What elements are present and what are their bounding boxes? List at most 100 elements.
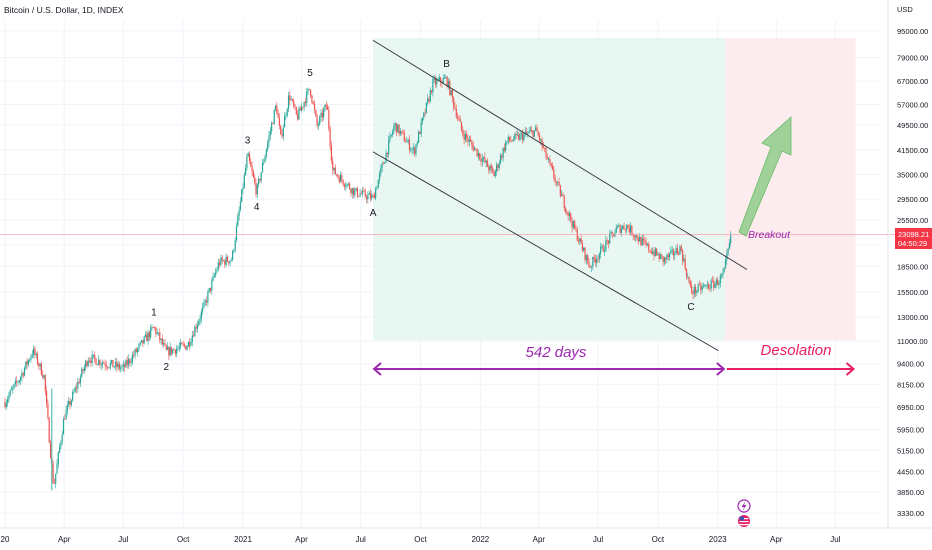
candle-body	[705, 284, 707, 286]
candle-body	[144, 334, 147, 337]
candle-body	[204, 300, 206, 302]
candle-body	[303, 101, 305, 108]
candle-body	[429, 90, 431, 102]
candle-body	[230, 259, 232, 261]
x-tick-label: 2022	[471, 535, 489, 544]
candle-body	[616, 225, 619, 228]
candle-body	[181, 342, 183, 344]
candle-body	[264, 155, 266, 162]
candle-body	[399, 131, 401, 134]
candle-body	[336, 174, 338, 176]
y-tick-label: 5150.00	[897, 446, 924, 455]
candle-body	[302, 106, 304, 108]
candle-body	[442, 78, 444, 84]
candle-body	[369, 193, 372, 199]
candle-body	[103, 362, 105, 364]
candle-body	[53, 482, 56, 484]
candle-body	[606, 240, 608, 242]
candle-body	[421, 117, 424, 122]
x-tick-label: Oct	[177, 535, 190, 544]
candle-body	[722, 272, 724, 276]
candle-body	[169, 347, 171, 356]
candle-body	[66, 405, 69, 411]
candle-body	[263, 161, 265, 164]
candle-body	[492, 168, 494, 172]
x-axis[interactable]: 20 Apr Jul Oct 2021 Apr Jul Oct 2022 Apr Jul Oct 202…	[0, 527, 932, 544]
candle-body	[21, 373, 23, 378]
us-flag-icon[interactable]	[738, 515, 750, 527]
candle-body	[107, 366, 109, 368]
candle-body	[339, 175, 342, 182]
candle-body	[672, 249, 675, 256]
candle-body	[659, 254, 662, 260]
candle-body	[631, 225, 633, 235]
candle-body	[598, 253, 600, 259]
candle-body	[346, 183, 348, 187]
candle-body	[640, 236, 642, 246]
candle-body	[289, 95, 291, 101]
candle-body	[666, 254, 668, 260]
candle-body	[267, 142, 269, 150]
candle-body	[135, 349, 137, 352]
candle-body	[215, 271, 217, 276]
candle-body	[73, 391, 75, 393]
candle-body	[688, 276, 690, 283]
candle-body	[411, 148, 413, 150]
candle-body	[506, 140, 508, 143]
lightning-icon[interactable]	[737, 499, 751, 513]
candle-body	[231, 251, 234, 260]
candle-body	[558, 181, 560, 186]
y-axis[interactable]: 3330.00 3850.00 4450.00 5150.00 5950.00 6950.…	[887, 0, 928, 528]
candle-body	[727, 248, 729, 254]
candle-body	[101, 362, 104, 365]
candle-body	[536, 127, 538, 132]
candle-body	[502, 147, 504, 158]
candle-body	[475, 148, 477, 150]
candle-body	[7, 399, 9, 403]
candle-body	[391, 131, 394, 135]
candle-body	[109, 363, 111, 368]
candle-body	[61, 434, 63, 442]
candle-body	[250, 160, 252, 167]
candle-body	[603, 250, 606, 252]
candle-body	[385, 152, 387, 163]
candle-body	[237, 216, 239, 227]
candle-body	[40, 363, 43, 375]
candle-body	[721, 275, 723, 277]
candle-body	[179, 342, 182, 347]
candle-body	[468, 139, 470, 142]
candle-body	[467, 137, 469, 142]
candle-body	[544, 147, 546, 149]
candle-body	[593, 257, 595, 260]
candle-body	[714, 283, 716, 288]
candle-body	[584, 247, 586, 261]
channel-time-zone	[373, 38, 725, 340]
candle-body	[394, 123, 396, 127]
candle-body	[217, 262, 219, 270]
candle-body	[329, 128, 331, 146]
candle-body	[485, 160, 487, 163]
candle-body	[156, 332, 158, 334]
candle-body	[403, 132, 405, 142]
candle-body	[295, 107, 297, 115]
candle-body	[333, 167, 335, 171]
candle-body	[498, 163, 500, 169]
candle-body	[376, 188, 378, 189]
candle-body	[380, 167, 382, 173]
candle-body	[706, 284, 708, 286]
candle-body	[588, 261, 590, 267]
candle-body	[629, 225, 632, 233]
candle-body	[117, 363, 119, 368]
candle-body	[373, 195, 375, 199]
candle-body	[178, 346, 180, 349]
candle-body	[75, 387, 78, 389]
candle-body	[85, 361, 87, 368]
y-tick-label: 9400.00	[897, 360, 924, 369]
candle-body	[460, 121, 463, 130]
candle-body	[455, 108, 457, 117]
candle-body	[525, 131, 528, 134]
candle-body	[473, 148, 476, 151]
candle-body	[229, 260, 231, 264]
candle-body	[211, 280, 213, 291]
